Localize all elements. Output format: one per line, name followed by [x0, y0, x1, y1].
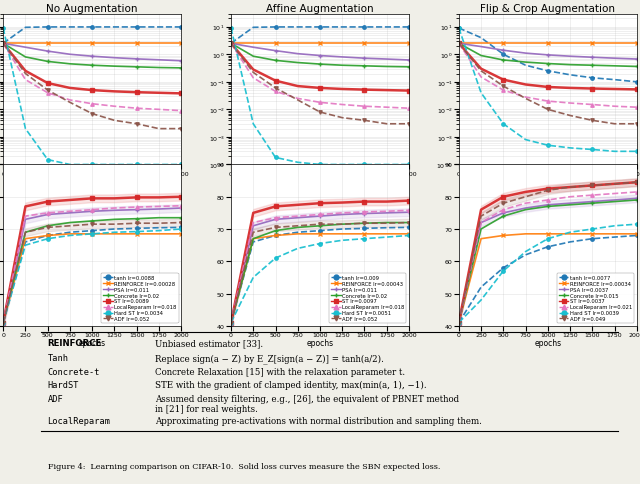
X-axis label: epochs: epochs — [79, 339, 106, 348]
Text: REINFORCE: REINFORCE — [47, 338, 102, 347]
Legend: tanh lr=0.0088, REINFORCE lr=0.00028, PSA lr=0.011, Concrete lr=0.02, ST lr=0.00: tanh lr=0.0088, REINFORCE lr=0.00028, PS… — [101, 273, 179, 323]
X-axis label: epochs: epochs — [534, 339, 561, 348]
Text: ADF: ADF — [47, 394, 63, 403]
Text: Unbiased estimator [33].: Unbiased estimator [33]. — [156, 338, 264, 347]
X-axis label: epochs: epochs — [307, 339, 333, 348]
X-axis label: epochs: epochs — [79, 178, 106, 187]
Text: Concrete Relaxation [15] with the relaxation parameter t.: Concrete Relaxation [15] with the relaxa… — [156, 367, 405, 376]
Text: Figure 4:  Learning comparison on CIFAR-10.  Solid loss curves measure the SBN e: Figure 4: Learning comparison on CIFAR-1… — [47, 462, 440, 469]
Text: Replace sign(a − Z) by E_Z[sign(a − Z)] = tanh(a/2).: Replace sign(a − Z) by E_Z[sign(a − Z)] … — [156, 353, 384, 363]
Title: No Augmentation: No Augmentation — [47, 4, 138, 14]
Text: Approximating pre-activations with normal distribution and sampling them.: Approximating pre-activations with norma… — [156, 417, 482, 425]
X-axis label: epochs: epochs — [307, 178, 333, 187]
X-axis label: epochs: epochs — [534, 178, 561, 187]
Text: LocalReparam: LocalReparam — [47, 417, 111, 425]
Text: HardST: HardST — [47, 380, 79, 389]
Text: STE with the gradient of clamped identity, max(min(a, 1), −1).: STE with the gradient of clamped identit… — [156, 380, 427, 390]
Text: Assumed density filtering, e.g., [26], the equivalent of PBNET method
in [21] fo: Assumed density filtering, e.g., [26], t… — [156, 394, 460, 413]
Text: Tanh: Tanh — [47, 353, 68, 362]
Title: Affine Augmentation: Affine Augmentation — [266, 4, 374, 14]
Legend: tanh lr=0.0077, REINFORCE lr=0.00034, PSA lr=0.0037, Concrete lr=0.015, ST lr=0.: tanh lr=0.0077, REINFORCE lr=0.00034, PS… — [557, 273, 634, 323]
Text: Concrete-t: Concrete-t — [47, 367, 100, 376]
Legend: tanh lr=0.009, REINFORCE lr=0.00043, PSA lr=0.011, Concrete lr=0.02, ST lr=0.009: tanh lr=0.009, REINFORCE lr=0.00043, PSA… — [329, 273, 406, 323]
Title: Flip & Crop Augmentation: Flip & Crop Augmentation — [480, 4, 615, 14]
